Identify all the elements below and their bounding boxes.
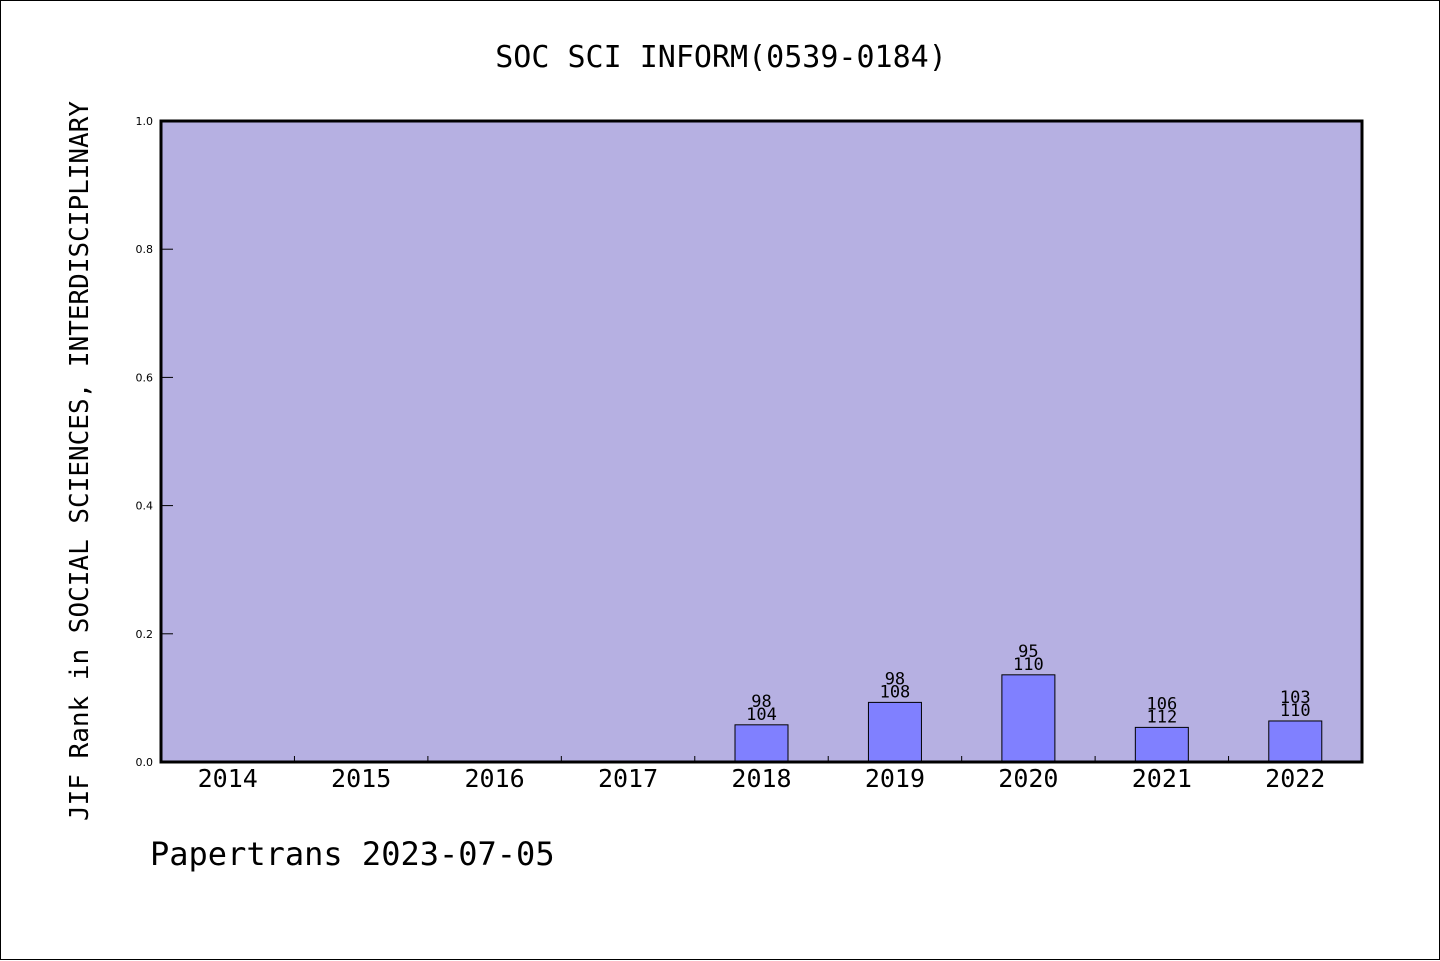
bar-2021 [1134, 726, 1189, 763]
footer-text: Papertrans 2023-07-05 [150, 835, 555, 873]
plot-border [159, 119, 1364, 764]
bars-group [734, 674, 1323, 763]
bar-total-label: 110 [1013, 655, 1044, 675]
x-tick-label: 2020 [998, 764, 1058, 793]
bar-rank-label: 106 [1146, 694, 1177, 714]
bar-rank-label: 98 [885, 669, 905, 689]
bar-total-label: 104 [746, 705, 777, 725]
x-tick-label: 2022 [1265, 764, 1325, 793]
x-tick-label: 2021 [1132, 764, 1192, 793]
y-axis-ticks: 0.0 0.2 0.4 0.6 0.8 1.0 [136, 115, 173, 769]
y-tick-label: 0.8 [136, 243, 154, 256]
x-axis-ticks: 2014 2015 2016 2017 2018 2019 2020 2021 2022 [198, 756, 1325, 793]
bar-rank-label: 103 [1280, 688, 1311, 708]
y-tick-label: 1.0 [136, 115, 154, 128]
x-tick-label: 2018 [731, 764, 791, 793]
x-tick-label: 2015 [331, 764, 391, 793]
bar-total-label: 110 [1280, 701, 1311, 721]
bar-2020 [1001, 674, 1056, 763]
chart-title: SOC SCI INFORM(0539-0184) [495, 40, 947, 75]
bar-2022 [1268, 720, 1323, 763]
bar-2019 [867, 701, 922, 763]
x-tick-label: 2016 [465, 764, 525, 793]
y-axis-label: JIF Rank in SOCIAL SCIENCES, INTERDISCIP… [65, 101, 95, 821]
bar-total-label: 112 [1146, 707, 1177, 727]
y-tick-label: 0.4 [136, 500, 154, 513]
bar-2018 [734, 724, 789, 763]
bar-total-label: 108 [880, 682, 911, 702]
bar-rank-label: 95 [1018, 642, 1038, 662]
x-tick-label: 2017 [598, 764, 658, 793]
x-tick-label: 2019 [865, 764, 925, 793]
y-tick-label: 0.0 [136, 756, 154, 769]
x-tick-label: 2014 [198, 764, 258, 793]
bar-rank-label: 98 [751, 692, 771, 712]
plot-area [161, 121, 1362, 762]
y-tick-label: 0.6 [136, 371, 154, 384]
y-tick-label: 0.2 [136, 628, 154, 641]
